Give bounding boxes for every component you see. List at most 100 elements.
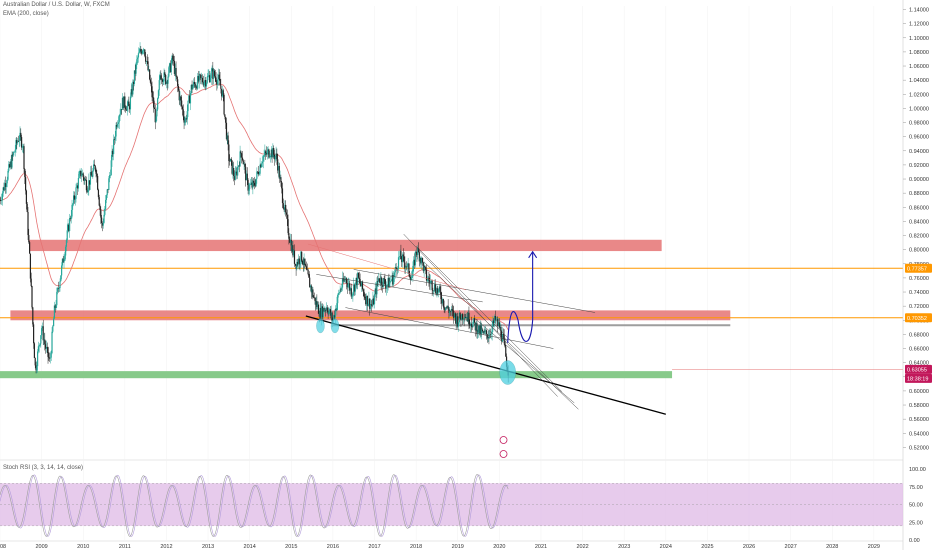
- candle-body: [294, 263, 296, 265]
- candle-body: [9, 164, 11, 168]
- candle-body: [57, 288, 60, 289]
- candle-body: [230, 158, 232, 161]
- ema-legend[interactable]: EMA (200, close): [3, 11, 49, 17]
- candle-body: [259, 164, 261, 174]
- candle-body: [455, 317, 457, 325]
- candle-body: [39, 343, 41, 346]
- candle-body: [466, 316, 468, 322]
- candle-body: [160, 75, 162, 79]
- candle-body: [444, 307, 446, 310]
- candle-body: [378, 278, 380, 282]
- candle-body: [476, 323, 478, 335]
- stoch-legend[interactable]: Stoch RSI (3, 3, 14, 14, close): [3, 465, 84, 471]
- candle-body: [61, 265, 63, 276]
- trendline-drawings[interactable]: [305, 233, 666, 458]
- candle-body: [170, 62, 172, 73]
- candle-body: [14, 149, 16, 152]
- candle-body: [55, 305, 57, 308]
- candle-body: [81, 173, 84, 176]
- candle-body: [89, 172, 92, 185]
- candle-body: [76, 185, 78, 188]
- candle-body: [381, 284, 384, 287]
- time-tick-label: 2013: [202, 544, 214, 550]
- candle-body: [57, 288, 59, 292]
- price-tick-label: 0.76000: [909, 276, 929, 282]
- stoch-k-line: [0, 474, 509, 537]
- candle-body: [60, 275, 62, 282]
- candle-body: [75, 187, 77, 199]
- candle-body: [264, 151, 266, 156]
- candle-body: [91, 175, 93, 177]
- candle-body: [141, 50, 144, 54]
- candle-body: [293, 250, 296, 264]
- candle-body: [399, 251, 401, 257]
- price-badges: 0.77357 0.70352 0.63055 18:38:19: [905, 263, 932, 383]
- candle-body: [26, 203, 28, 213]
- price-tick-label: 0.72000: [909, 304, 929, 310]
- candle-body: [499, 326, 501, 329]
- candle-body: [197, 76, 200, 82]
- candle-body: [501, 334, 504, 342]
- candle-body: [21, 137, 23, 148]
- candle-body: [326, 307, 328, 312]
- candle-body: [151, 86, 153, 98]
- candle-body: [465, 317, 467, 319]
- candle-body: [73, 195, 75, 204]
- candle-body: [340, 289, 342, 291]
- candle-body: [92, 170, 94, 177]
- price-axis[interactable]: 1.14000 1.12000 1.10000 1.08000 1.06000 1.040…: [902, 0, 929, 550]
- candle-body: [433, 284, 436, 291]
- candle-body: [411, 276, 413, 278]
- candle-body: [346, 283, 348, 288]
- candle-body: [488, 337, 490, 339]
- candle-body: [415, 251, 417, 253]
- candle-body: [15, 140, 17, 150]
- time-tick-label: 2024: [660, 544, 672, 550]
- candle-body: [245, 166, 247, 181]
- candle-body: [402, 254, 404, 257]
- candle-body: [86, 190, 88, 193]
- candle-body: [357, 272, 359, 285]
- candle-body: [298, 258, 300, 265]
- candle-body: [380, 277, 382, 284]
- candle-body: [373, 294, 376, 305]
- candle-body: [308, 274, 310, 278]
- candle-body: [225, 116, 227, 123]
- candle-body: [146, 61, 148, 62]
- horizontal-zones: [0, 239, 903, 379]
- candle-body: [165, 74, 167, 85]
- candle-body: [305, 266, 308, 270]
- candle-body: [109, 175, 112, 176]
- candle-body: [297, 261, 299, 265]
- resistance-zone-upper: [29, 239, 662, 252]
- candle-body: [285, 212, 288, 215]
- candle-body: [435, 291, 437, 295]
- candle-body: [491, 326, 493, 334]
- candle-body: [305, 265, 307, 267]
- candle-body: [448, 309, 450, 313]
- badge-lower-level-bg: [905, 313, 932, 323]
- candle-body: [191, 84, 193, 90]
- candle-body: [77, 177, 80, 189]
- candle-body: [82, 173, 84, 178]
- candle-body: [2, 187, 4, 194]
- candle-body: [494, 316, 496, 321]
- candle-body: [113, 139, 116, 140]
- candle-body: [69, 218, 72, 220]
- candle-body: [469, 324, 471, 326]
- time-axis[interactable]: 2008 2009 2010 2011 2012 2013 2014 2015 2016 2017…: [0, 544, 880, 550]
- candle-body: [62, 258, 64, 263]
- candle-body: [220, 85, 222, 89]
- candle-body: [213, 70, 216, 77]
- candle-body: [205, 82, 208, 87]
- symbol-title[interactable]: Australian Dollar / U.S. Dollar, W, FXCM: [3, 2, 110, 8]
- candle-body: [210, 71, 212, 79]
- candle-body: [17, 141, 19, 144]
- candle-body: [309, 277, 311, 288]
- candle-body: [334, 309, 336, 318]
- candle-body: [383, 278, 385, 280]
- candle-body: [456, 316, 458, 325]
- candle-body: [181, 100, 183, 107]
